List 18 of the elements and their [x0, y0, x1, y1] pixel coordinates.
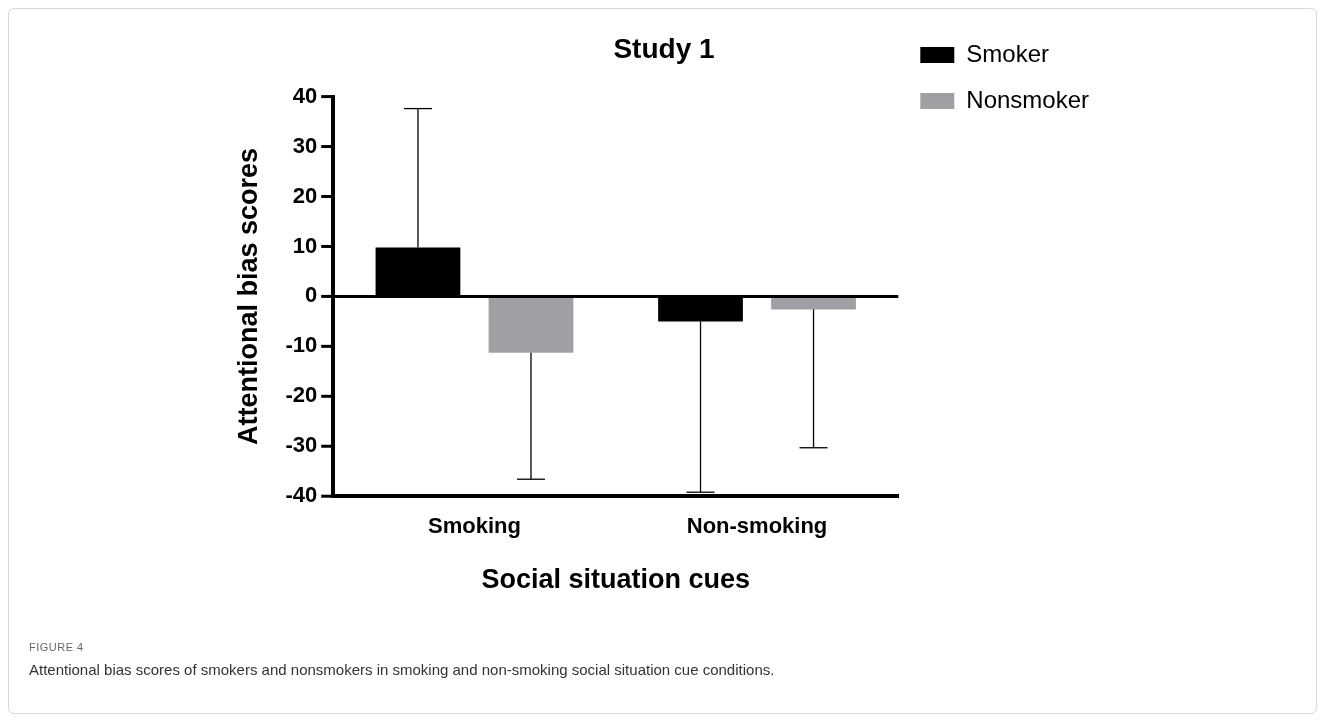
text: Attentional bias scores of smokers and nonsmokers in smoking and non-smoking social situation cue conditions.	[29, 661, 776, 678]
y-tick-label: 10	[292, 232, 318, 258]
x-tick-label: Non-smoking	[686, 513, 828, 539]
legend-label: Smoker	[966, 39, 1049, 67]
x-tick-label: Smoking	[428, 513, 521, 539]
y-tick-label: 40	[292, 82, 318, 108]
y-tick-label: 20	[292, 182, 318, 208]
legend-label: Nonsmoker	[966, 85, 1090, 113]
chart-title: Study 1	[613, 32, 715, 64]
y-axis-title: Attentional bias scores	[232, 147, 263, 445]
y-tick-label: -30	[285, 432, 318, 458]
caption: FIGURE 4	[29, 641, 85, 653]
y-tick-label: -10	[285, 332, 318, 358]
y-tick-label: -20	[285, 382, 318, 408]
y-tick-label: 30	[292, 132, 318, 158]
y-tick-label: 0	[304, 282, 318, 308]
y-tick-label: -40	[285, 482, 318, 508]
x-axis-title: Social situation cues	[481, 564, 751, 595]
